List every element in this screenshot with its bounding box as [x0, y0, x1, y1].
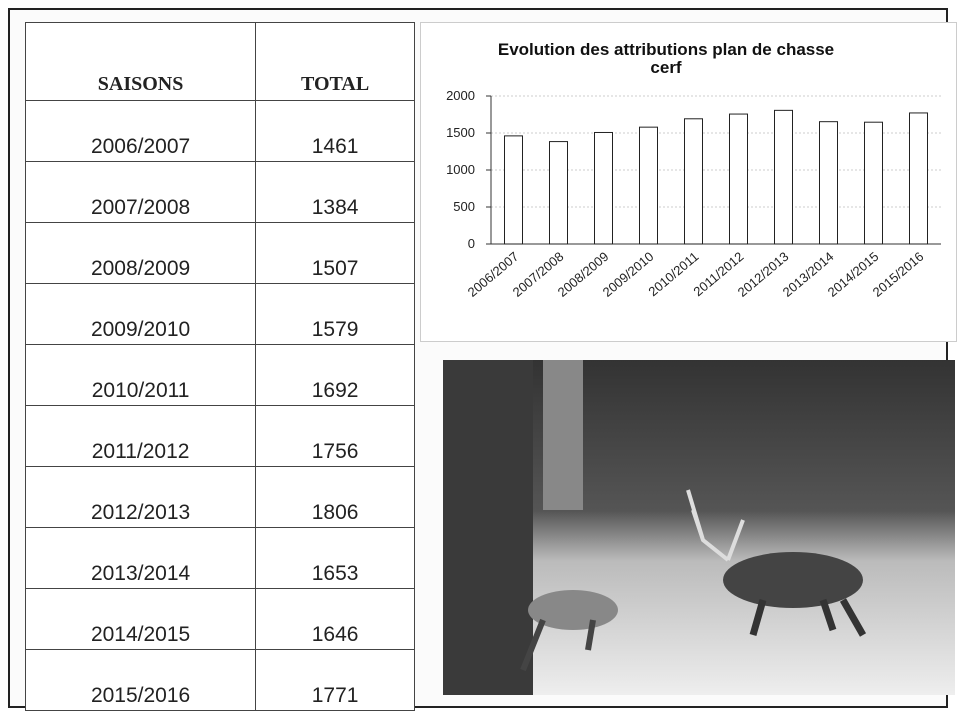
- bar: [910, 113, 928, 244]
- bar: [820, 122, 838, 244]
- bar: [505, 136, 523, 244]
- y-tick-label: 1500: [446, 125, 475, 140]
- page: SAISONS TOTAL 2006/200714612007/20081384…: [0, 0, 958, 718]
- y-tick-label: 0: [468, 236, 475, 251]
- table-cell: 1507: [256, 223, 415, 284]
- table-cell: 1756: [256, 406, 415, 467]
- table-cell: 2011/2012: [26, 406, 256, 467]
- header-row: SAISONS TOTAL: [26, 23, 415, 101]
- table-cell: 2009/2010: [26, 284, 256, 345]
- deer-photo: [443, 360, 955, 695]
- table-cell: 2012/2013: [26, 467, 256, 528]
- y-tick-label: 500: [453, 199, 475, 214]
- table-cell: 1653: [256, 528, 415, 589]
- chart-title: Evolution des attributions plan de chass…: [481, 41, 851, 77]
- table-cell: 1646: [256, 589, 415, 650]
- table-cell: 2010/2011: [26, 345, 256, 406]
- bar: [550, 142, 568, 244]
- bar: [685, 119, 703, 244]
- table-cell: 2007/2008: [26, 162, 256, 223]
- bar: [595, 132, 613, 244]
- table-cell: 2015/2016: [26, 650, 256, 711]
- table-cell: 1806: [256, 467, 415, 528]
- table-cell: 2006/2007: [26, 101, 256, 162]
- table-cell: 2013/2014: [26, 528, 256, 589]
- table-cell: 1771: [256, 650, 415, 711]
- header-cell: TOTAL: [256, 23, 415, 101]
- bar: [640, 127, 658, 244]
- table-cell: 2008/2009: [26, 223, 256, 284]
- table-cell: 1384: [256, 162, 415, 223]
- bar: [775, 110, 793, 244]
- table-cell: 1579: [256, 284, 415, 345]
- header-cell: SAISONS: [26, 23, 256, 101]
- table-cell: 1461: [256, 101, 415, 162]
- bar: [865, 122, 883, 244]
- table-cell: 1692: [256, 345, 415, 406]
- x-tick-label: 2015/2016: [870, 249, 927, 300]
- chart: Evolution des attributions plan de chass…: [420, 22, 957, 342]
- table-cell: 2014/2015: [26, 589, 256, 650]
- y-tick-label: 2000: [446, 88, 475, 103]
- y-tick-label: 1000: [446, 162, 475, 177]
- bar: [730, 114, 748, 244]
